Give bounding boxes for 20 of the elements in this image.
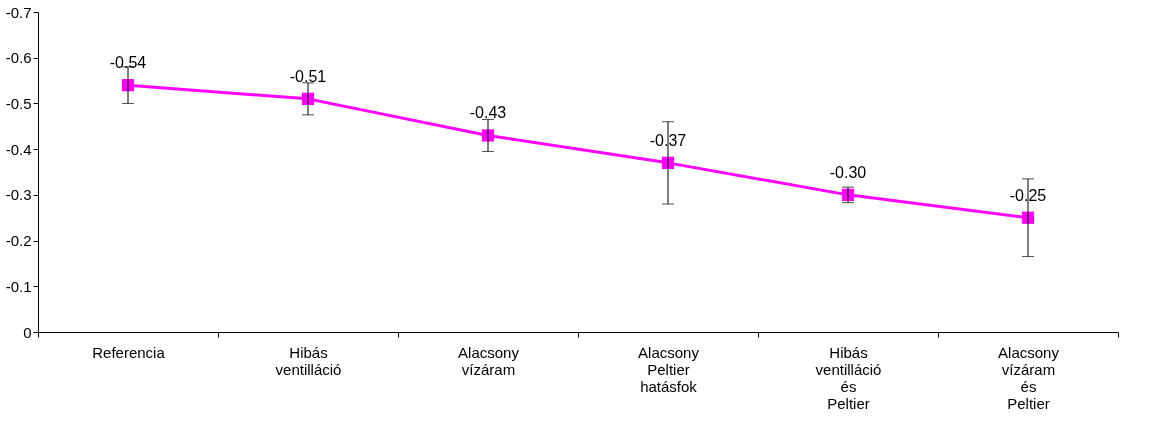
data-label: -0.25	[1009, 186, 1047, 204]
data-label: -0.51	[289, 67, 327, 85]
data-label: -0.43	[469, 104, 507, 122]
x-tick-label: Referencia	[92, 343, 166, 361]
y-tick-label: -0.3	[5, 186, 32, 204]
y-tick-label: -0.7	[5, 3, 32, 21]
y-tick-label: -0.2	[5, 232, 32, 250]
x-tick-label: Hibás ventilláció	[275, 343, 342, 378]
y-tick-label: -0.1	[5, 277, 32, 295]
x-tick-label: Alacsony Peltier hatásfok	[638, 343, 700, 395]
y-tick-label: -0.5	[5, 94, 32, 112]
data-label: -0.30	[829, 163, 867, 181]
y-tick-label: -0.6	[5, 49, 32, 67]
data-label: -0.54	[109, 54, 147, 72]
x-tick-label: Alacsony vízáram és Peltier	[998, 343, 1060, 412]
x-tick-label: Hibás ventilláció és Peltier	[815, 343, 882, 412]
x-tick-label: Alacsony vízáram	[458, 343, 520, 378]
y-tick-label: 0	[23, 323, 32, 341]
data-label: -0.37	[649, 131, 687, 149]
y-tick-label: -0.4	[5, 140, 32, 158]
